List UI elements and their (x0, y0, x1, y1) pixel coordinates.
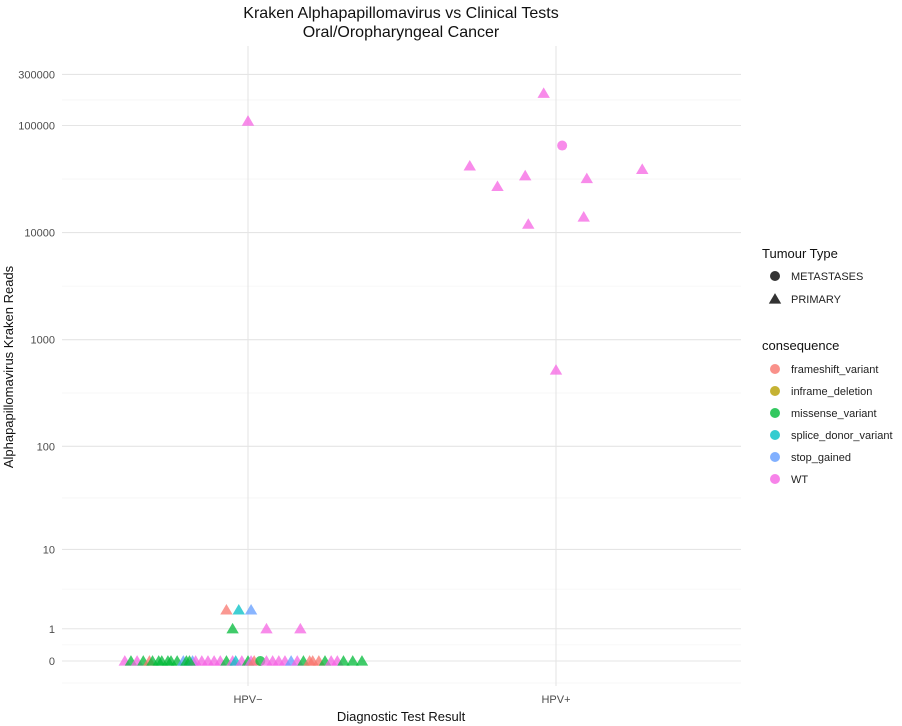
data-point (260, 622, 273, 634)
y-tick-label: 300000 (18, 69, 55, 81)
legend-tumour-type: Tumour Type METASTASES PRIMARY (762, 246, 863, 306)
x-tick-label: HPV+ (541, 694, 570, 706)
y-tick-label: 1000 (31, 335, 55, 347)
data-point (355, 655, 369, 666)
chart-subtitle: Oral/Oropharyngeal Cancer (303, 24, 500, 41)
data-point (580, 172, 593, 184)
data-point (232, 604, 245, 615)
y-tick-label: 100000 (18, 120, 55, 132)
legend-label: splice_donor_variant (791, 430, 893, 442)
legend-label: METASTASES (791, 271, 863, 283)
y-tick-label: 10 (43, 544, 55, 556)
data-point (463, 159, 476, 171)
data-point (557, 140, 568, 151)
legend-key-color (770, 452, 780, 462)
data-point (220, 604, 233, 615)
legend-label: missense_variant (791, 408, 877, 420)
legend-key-circle (770, 271, 780, 281)
legend-key-color (770, 474, 780, 484)
legend-key-color (770, 364, 780, 374)
y-axis-title: Alphapapillomavirus Kraken Reads (1, 265, 16, 468)
y-tick-label: 0 (49, 656, 55, 668)
y-tick-label: 1 (49, 624, 55, 636)
y-tick-label: 100 (37, 441, 55, 453)
data-point (294, 622, 307, 634)
legend-key-color (770, 430, 780, 440)
grid-lines (62, 46, 741, 686)
data-point (519, 169, 532, 181)
data-point (337, 655, 350, 666)
legend-label: WT (791, 474, 808, 486)
data-point (226, 622, 239, 634)
data-point (537, 87, 550, 98)
legend-title-tumour-type: Tumour Type (762, 246, 838, 261)
data-point (577, 211, 590, 222)
legend-key-color (770, 408, 780, 418)
legend-key-color (770, 386, 780, 396)
legend-label: inframe_deletion (791, 386, 872, 398)
data-points (118, 87, 649, 666)
data-point (244, 604, 258, 615)
x-tick-label: HPV− (233, 694, 262, 706)
tick-labels: 0 1 10 100 1000 10000 100000 300000 HPV− HPV+ (18, 69, 570, 706)
legend-key-triangle (768, 293, 782, 304)
data-point (183, 655, 196, 666)
data-point (549, 364, 563, 375)
legend-title-consequence: consequence (762, 338, 839, 353)
data-point (346, 655, 359, 666)
data-point (522, 218, 535, 229)
chart-title: Kraken Alphapapillomavirus vs Clinical T… (243, 5, 558, 22)
legend-label: stop_gained (791, 452, 851, 464)
legend-consequence: consequence frameshift_variant inframe_de… (762, 338, 893, 486)
legend-label: PRIMARY (791, 294, 842, 306)
x-axis-title: Diagnostic Test Result (337, 709, 466, 724)
data-point (241, 115, 255, 126)
legend-label: frameshift_variant (791, 364, 878, 376)
data-point (491, 180, 504, 192)
data-point (636, 163, 649, 174)
y-tick-label: 10000 (24, 228, 55, 240)
